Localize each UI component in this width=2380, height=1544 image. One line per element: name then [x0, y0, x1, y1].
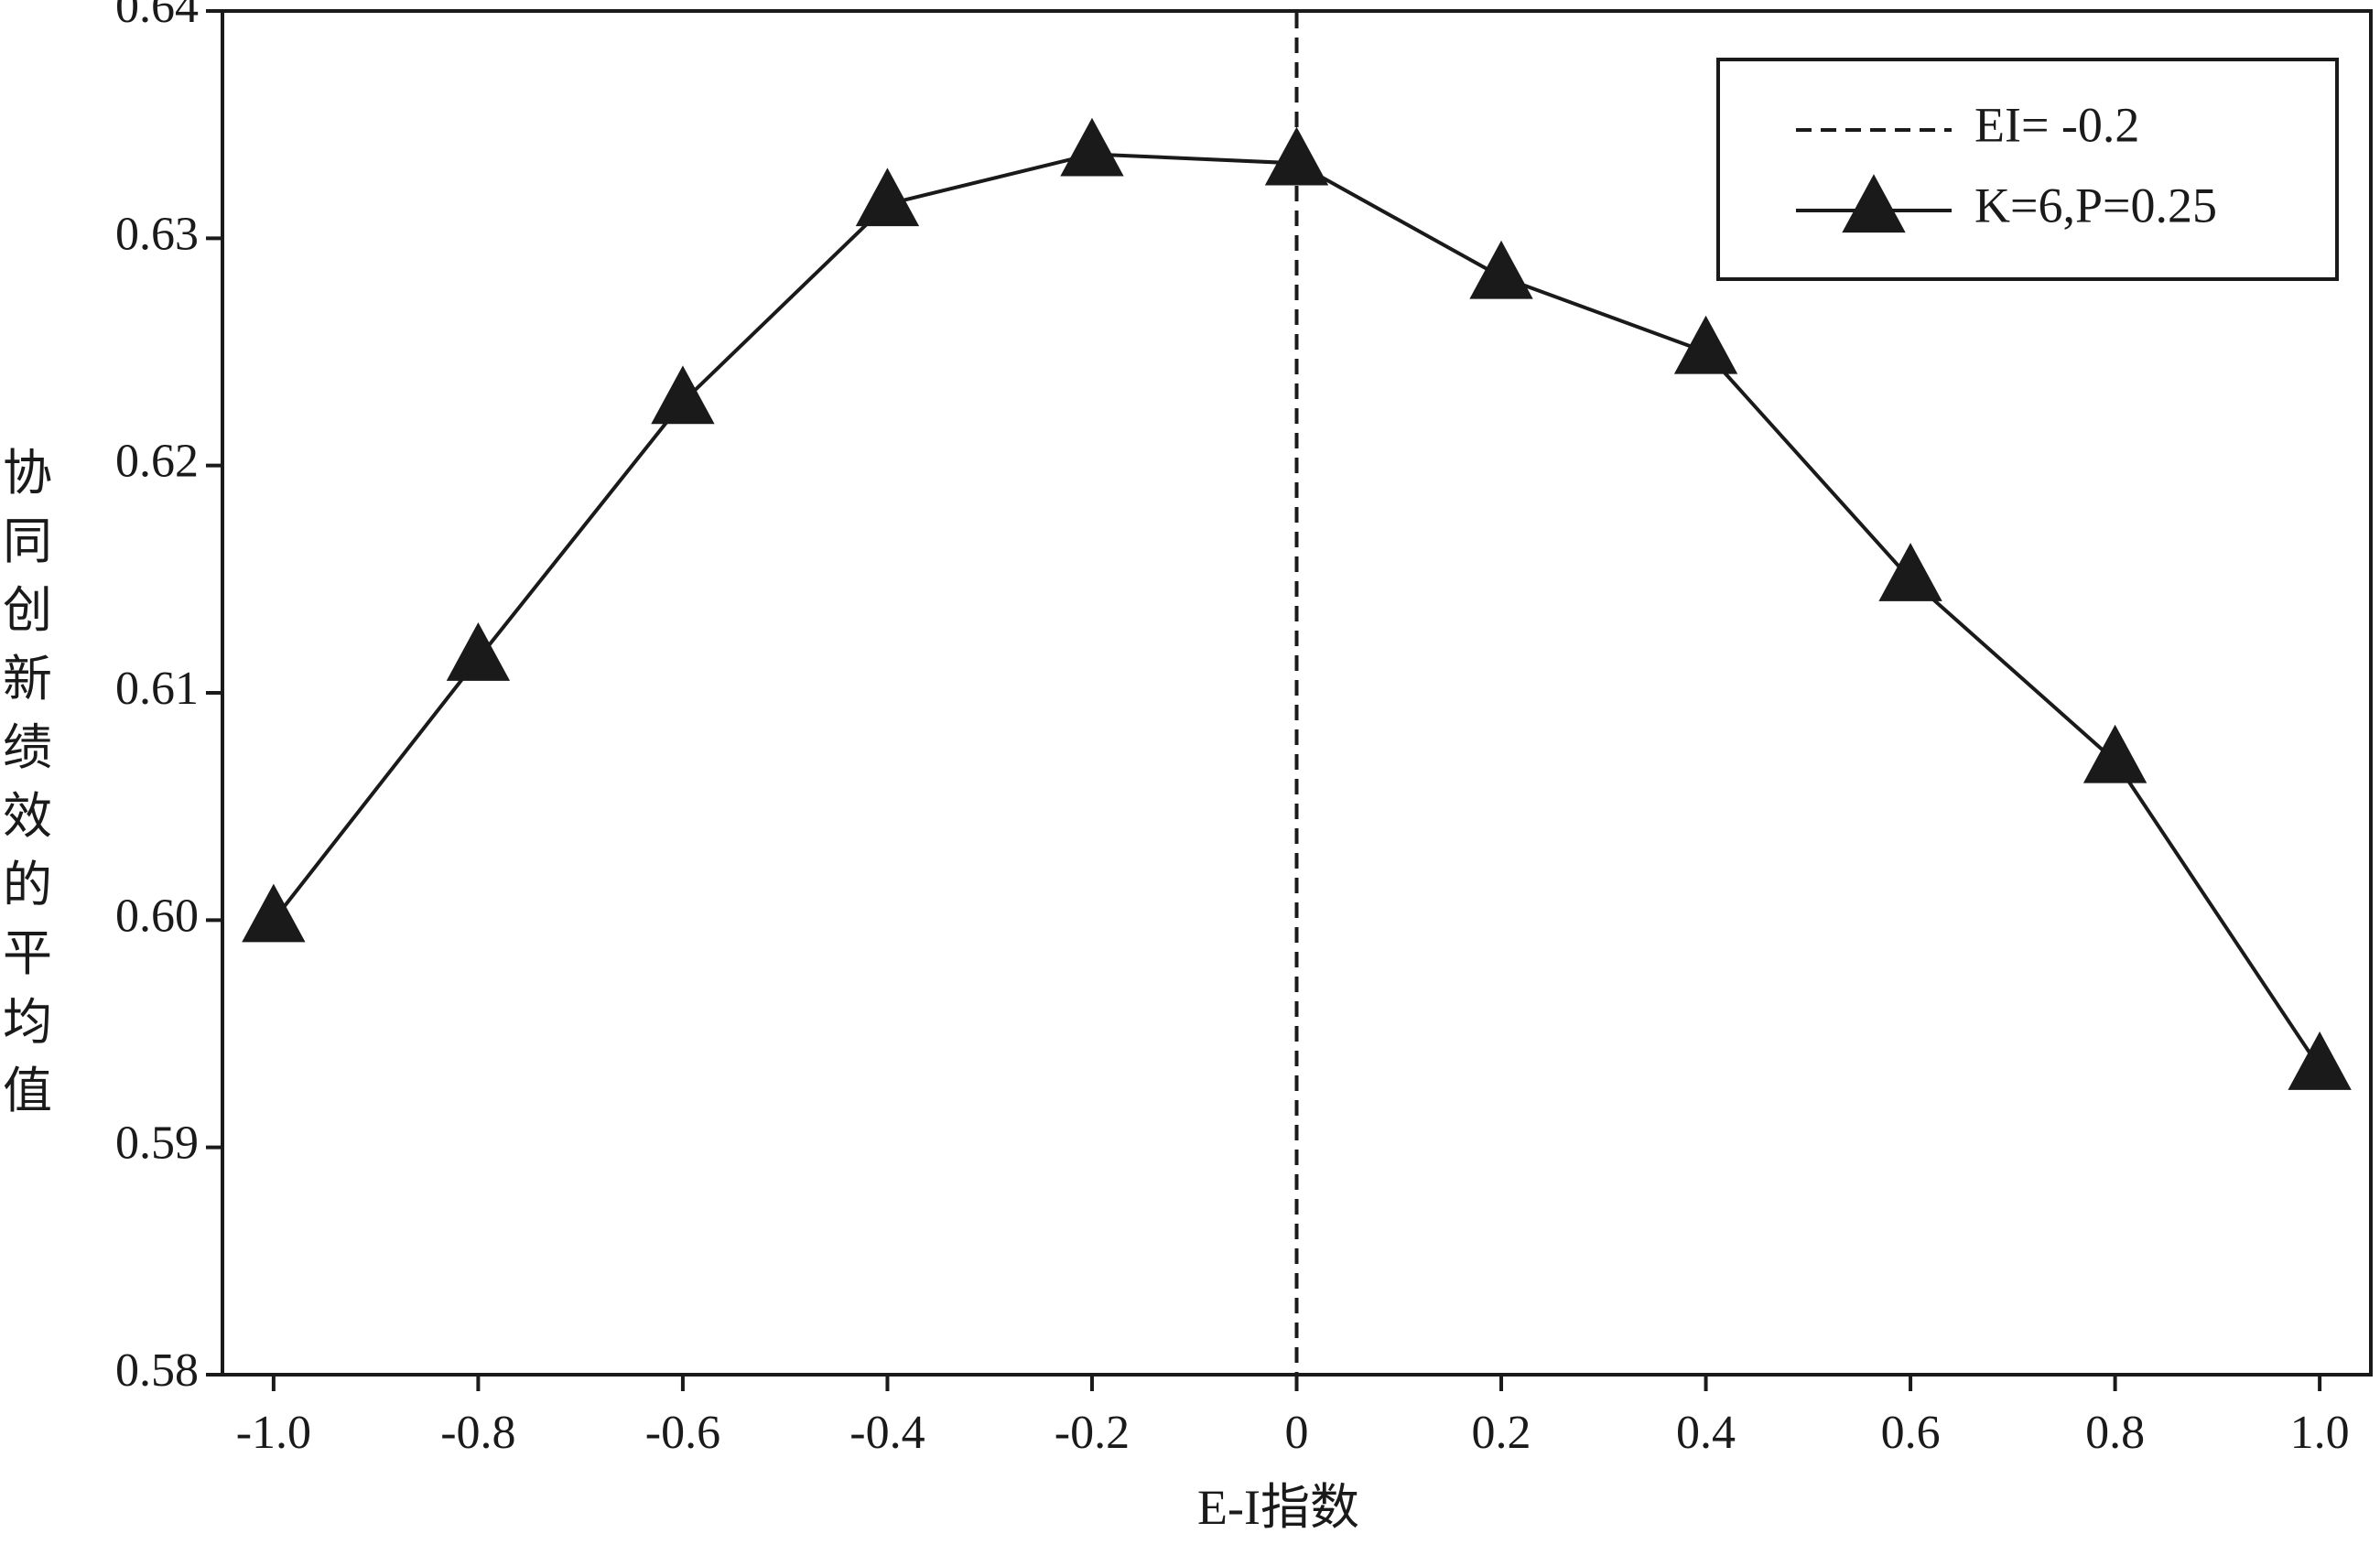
x-tick-label: -0.4	[849, 1407, 925, 1459]
data-point-marker	[2288, 1031, 2352, 1090]
x-tick-label: 1.0	[2290, 1407, 2350, 1459]
data-point-marker	[1264, 126, 1329, 186]
data-point-marker	[2082, 724, 2147, 783]
x-axis-label: E-I指数	[1197, 1480, 1359, 1535]
x-tick-label: 0	[1285, 1407, 1309, 1459]
x-tick-label: 0.4	[1676, 1407, 1736, 1459]
y-axis-label: 协同创新绩效的平均值	[3, 446, 52, 1118]
data-point-marker	[651, 365, 715, 425]
data-point-marker	[446, 622, 511, 681]
data-point-marker	[855, 167, 920, 227]
legend-label-reference: EI= -0.2	[1974, 97, 2139, 152]
y-tick-label: 0.61	[115, 663, 199, 715]
data-point-marker	[242, 883, 306, 943]
legend-label-series: K=6,P=0.25	[1974, 178, 2217, 232]
x-tick-label: 0.8	[2085, 1407, 2145, 1459]
y-tick-label: 0.58	[115, 1344, 199, 1397]
data-point-marker	[1878, 543, 1942, 601]
y-tick-label: 0.63	[115, 208, 199, 260]
x-tick-label: -0.2	[1055, 1407, 1130, 1459]
y-tick-label: 0.60	[115, 890, 199, 942]
legend-swatch-triangle	[1842, 174, 1906, 233]
x-tick-label: 0.2	[1472, 1407, 1531, 1459]
data-point-marker	[1060, 117, 1124, 177]
x-tick-label: 0.6	[1881, 1407, 1941, 1459]
x-tick-label: -1.0	[236, 1407, 311, 1459]
legend-box	[1716, 58, 2339, 281]
y-tick-label: 0.64	[115, 0, 199, 33]
data-point-marker	[1469, 240, 1533, 299]
y-tick-label: 0.59	[115, 1118, 199, 1170]
data-point-marker	[1673, 315, 1738, 374]
x-tick-label: -0.8	[440, 1407, 515, 1459]
x-tick-label: -0.6	[645, 1407, 720, 1459]
y-tick-label: 0.62	[115, 436, 199, 488]
